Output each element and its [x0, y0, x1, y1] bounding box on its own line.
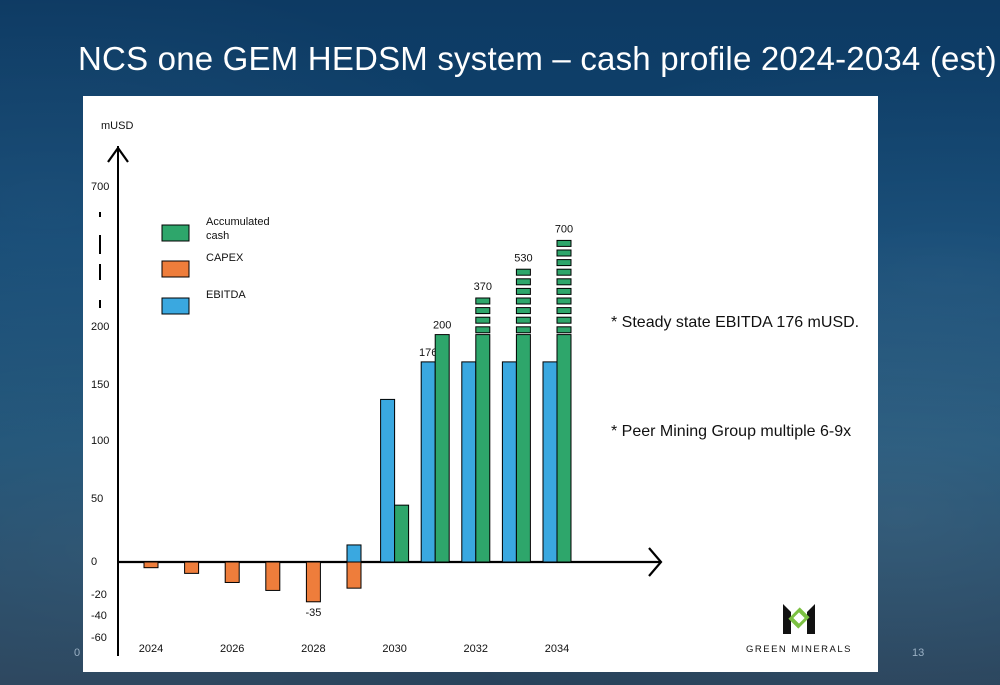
- legend-label: EBITDA: [206, 289, 246, 301]
- bar-accumulated-cash: [556, 334, 572, 563]
- bar-capex: [305, 561, 321, 603]
- bar-accumulated-cash-segment: [556, 268, 572, 276]
- legend-label: cash: [206, 230, 229, 242]
- y-axis-arrow: [107, 146, 129, 163]
- bar-accumulated-cash: [475, 334, 491, 563]
- bar-accumulated-cash-segment: [556, 278, 572, 286]
- bar-ebitda: [420, 361, 436, 563]
- x-tick-label: 2030: [382, 643, 406, 655]
- logo-mark-left: [783, 604, 791, 634]
- y-tick-label: -60: [91, 632, 107, 644]
- note-ebitda: * Steady state EBITDA 176 mUSD.: [611, 314, 859, 331]
- bar-accumulated-cash-segment: [515, 268, 531, 276]
- y-tick-label: -20: [91, 589, 107, 601]
- bar-accumulated-cash-segment: [475, 316, 491, 324]
- chart-panel: 700 200 150 100 50 0 -20 -40 -60 mUSD 2024 2026 2028…: [83, 96, 878, 672]
- bar-accumulated-cash-segment: [556, 239, 572, 247]
- y-tick-label: 200: [91, 321, 109, 333]
- page-number: 13: [912, 647, 925, 659]
- bar-ebitda: [501, 361, 517, 563]
- bar-accumulated-cash: [394, 504, 410, 563]
- bar-ebitda: [346, 544, 362, 563]
- y-tick-label: -40: [91, 610, 107, 622]
- bar-accumulated-cash-segment: [515, 326, 531, 334]
- x-tick-label: 2032: [464, 643, 488, 655]
- data-label: 200: [433, 320, 451, 332]
- bar-accumulated-cash-segment: [556, 297, 572, 305]
- legend-swatch: [161, 260, 190, 278]
- bar-accumulated-cash-segment: [556, 259, 572, 267]
- bar-accumulated-cash: [515, 334, 531, 563]
- y-tick-label: 700: [91, 181, 109, 193]
- bar-accumulated-cash-segment: [475, 307, 491, 315]
- logo-text: GREEN MINERALS: [746, 644, 852, 655]
- bar-capex: [143, 561, 159, 569]
- bar-accumulated-cash-segment: [556, 307, 572, 315]
- legend-swatch: [161, 297, 190, 315]
- y-tick-label: 50: [91, 493, 103, 505]
- axis-break-mask: [96, 208, 112, 316]
- data-label: -35: [305, 607, 321, 619]
- bar-accumulated-cash-segment: [515, 278, 531, 286]
- bar-accumulated-cash-segment: [556, 249, 572, 257]
- logo-mark-right: [807, 604, 815, 634]
- y-axis-label: mUSD: [101, 120, 133, 132]
- bar-accumulated-cash-segment: [515, 307, 531, 315]
- legend-label: CAPEX: [206, 252, 244, 264]
- bar-accumulated-cash-segment: [475, 297, 491, 305]
- y-tick-label: 150: [91, 379, 109, 391]
- data-label: 370: [474, 281, 492, 293]
- data-label: 530: [514, 252, 532, 264]
- bar-capex: [346, 561, 362, 589]
- bar-accumulated-cash-segment: [515, 287, 531, 295]
- bar-accumulated-cash-segment: [556, 326, 572, 334]
- slide-title: NCS one GEM HEDSM system – cash profile …: [78, 40, 997, 77]
- note-multiple: * Peer Mining Group multiple 6-9x: [611, 423, 851, 440]
- bar-accumulated-cash-segment: [556, 287, 572, 295]
- y-tick-label: 100: [91, 435, 109, 447]
- x-tick-label: 2026: [220, 643, 244, 655]
- cash-profile-chart: 700 200 150 100 50 0 -20 -40 -60 mUSD 2024 2026 2028…: [91, 120, 859, 656]
- bar-capex: [184, 561, 200, 574]
- legend-swatch: [161, 224, 190, 242]
- legend-label: Accumulated: [206, 216, 270, 228]
- bar-ebitda: [542, 361, 558, 563]
- x-tick-label: 2034: [545, 643, 569, 655]
- bar-accumulated-cash-segment: [515, 316, 531, 324]
- data-label: 700: [555, 224, 573, 236]
- bar-accumulated-cash-segment: [515, 297, 531, 305]
- x-axis-arrow: [648, 547, 663, 577]
- bar-ebitda: [461, 361, 477, 563]
- y-tick-label: 0: [91, 556, 97, 568]
- x-tick-label: 2028: [301, 643, 325, 655]
- x-tick-label: 2024: [139, 643, 163, 655]
- bar-accumulated-cash-segment: [556, 316, 572, 324]
- bar-capex: [224, 561, 240, 583]
- bar-capex: [265, 561, 281, 591]
- page-fragment: 0: [74, 647, 81, 659]
- bar-accumulated-cash-segment: [475, 326, 491, 334]
- logo-mark-gem-inner: [793, 612, 805, 624]
- bar-accumulated-cash: [434, 334, 450, 563]
- data-label: 176: [419, 347, 437, 359]
- bar-ebitda: [380, 398, 396, 563]
